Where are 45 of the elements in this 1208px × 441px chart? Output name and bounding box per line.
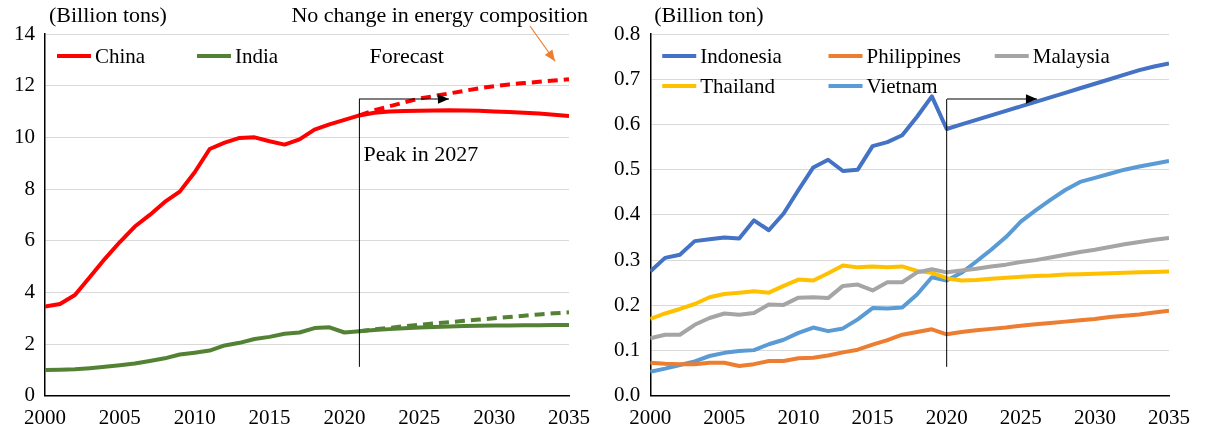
- x-tick-label: 2000: [24, 404, 66, 429]
- x-tick-label: 2005: [703, 404, 746, 429]
- text: No change in energy composition: [291, 2, 588, 27]
- legend-label: Vietnam: [866, 73, 938, 98]
- y-tick-label: 14: [14, 20, 36, 45]
- x-tick-label: 2020: [323, 404, 366, 429]
- legend-label: India: [235, 43, 279, 68]
- y-tick-label: 0.2: [614, 291, 641, 316]
- x-tick-label: 2025: [398, 404, 441, 429]
- x-tick-label: 2035: [548, 404, 590, 429]
- x-tick-label: 2010: [777, 404, 820, 429]
- y-tick-label: 10: [14, 123, 35, 148]
- y-tick-label: 0: [24, 382, 35, 407]
- y-tick-label: 0.3: [614, 246, 641, 271]
- x-tick-label: 2035: [1148, 404, 1190, 429]
- y-tick-label: 8: [24, 175, 35, 200]
- x-tick-label: 2010: [173, 404, 216, 429]
- y-tick-label: 0.8: [614, 20, 641, 45]
- y-tick-label: 0.1: [614, 337, 641, 362]
- legend-label: Malaysia: [1032, 43, 1111, 68]
- y-tick-label: 0.0: [614, 382, 641, 407]
- x-tick-label: 2005: [98, 404, 141, 429]
- x-tick-label: 2030: [1073, 404, 1116, 429]
- x-tick-label: 2020: [925, 404, 968, 429]
- y-tick-label: 6: [24, 227, 35, 252]
- legend-label: Thailand: [700, 73, 776, 98]
- y-axis-title: (Billion ton): [654, 2, 764, 27]
- x-tick-label: 2030: [473, 404, 516, 429]
- x-tick-label: 2015: [248, 404, 291, 429]
- y-tick-label: 0.4: [614, 201, 641, 226]
- y-tick-label: 4: [24, 278, 36, 303]
- x-tick-label: 2000: [629, 404, 672, 429]
- y-tick-label: 0.7: [614, 65, 641, 90]
- x-tick-label: 2025: [999, 404, 1042, 429]
- annotation: Peak in 2027: [363, 141, 479, 167]
- y-tick-label: 0.6: [614, 110, 641, 135]
- y-tick-label: 2: [24, 330, 35, 355]
- legend-label: China: [95, 43, 146, 68]
- legend-label: Indonesia: [700, 43, 783, 68]
- y-axis-title: (Billion tons): [49, 2, 167, 27]
- x-tick-label: 2015: [851, 404, 894, 429]
- y-tick-label: 12: [14, 72, 35, 97]
- annotation: Forecast: [369, 42, 444, 68]
- legend-label: Philippines: [866, 43, 962, 68]
- y-tick-label: 0.5: [614, 156, 641, 181]
